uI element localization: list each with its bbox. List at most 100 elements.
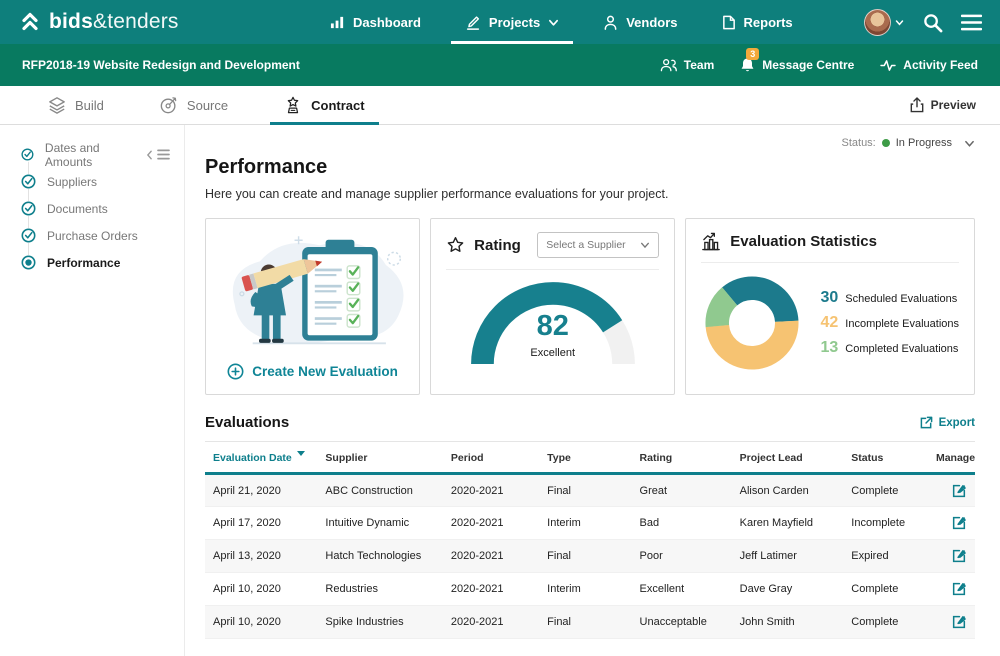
page-title: Performance xyxy=(205,156,328,178)
table-row: April 10, 2020 Spike Industries 2020-2021 F… xyxy=(205,605,975,639)
project-subnav: RFP2018-19 Website Redesign and Developm… xyxy=(0,44,1000,86)
radio-active-icon xyxy=(21,255,36,270)
pulse-icon xyxy=(880,59,897,71)
supplier-select-value: Select a Supplier xyxy=(546,239,626,251)
nav-label: Reports xyxy=(743,14,793,30)
column-header-period[interactable]: Period xyxy=(450,451,484,464)
cell-type: Final xyxy=(547,550,571,562)
column-header-supplier[interactable]: Supplier xyxy=(325,451,368,464)
brand-logo[interactable]: bids&tenders xyxy=(18,10,179,34)
check-circle-icon xyxy=(21,174,36,189)
column-header-rating[interactable]: Rating xyxy=(639,451,673,464)
cell-date: April 17, 2020 xyxy=(213,517,281,529)
contract-sidebar: Dates and Amounts Suppliers xyxy=(0,125,185,656)
cell-status: Complete xyxy=(851,616,899,628)
manage-edit-button[interactable] xyxy=(951,581,967,597)
manage-edit-button[interactable] xyxy=(951,483,967,499)
sidebar-item-performance[interactable]: Performance xyxy=(21,255,184,270)
tab-label: Build xyxy=(75,97,104,113)
manage-edit-button[interactable] xyxy=(951,515,967,531)
page-description: Here you can create and manage supplier … xyxy=(205,187,669,201)
cell-period: 2020-2021 xyxy=(450,484,504,497)
activity-feed-link[interactable]: Activity Feed xyxy=(880,57,978,73)
create-evaluation-action[interactable]: Create New Evaluation xyxy=(227,363,398,380)
cell-type: Interim xyxy=(547,583,581,595)
brand-name: bids&tenders xyxy=(49,10,179,33)
cell-period: 2020-2021 xyxy=(450,517,504,529)
column-header-type[interactable]: Type xyxy=(547,451,571,464)
hamburger-menu-icon[interactable] xyxy=(961,14,982,31)
subnav-label: Activity Feed xyxy=(903,58,978,72)
cell-lead: John Smith xyxy=(739,616,795,628)
cell-manage xyxy=(928,474,975,507)
incomplete-count: 42 xyxy=(820,314,839,331)
sidebar-item-purchase-orders[interactable]: Purchase Orders xyxy=(21,228,184,243)
sidebar-item-documents[interactable]: Documents xyxy=(21,201,184,216)
notification-badge: 3 xyxy=(746,48,760,60)
edit-icon xyxy=(952,484,966,497)
manage-edit-button[interactable] xyxy=(951,614,967,630)
edit-icon xyxy=(952,549,966,563)
cell-date: April 10, 2020 xyxy=(213,616,281,628)
sidebar-item-dates-and-amounts[interactable]: Dates and Amounts xyxy=(21,141,184,169)
nav-projects[interactable]: Projects xyxy=(450,0,574,44)
column-header-evaluation-date[interactable]: Evaluation Date xyxy=(205,442,317,474)
table-row: April 17, 2020 Intuitive Dynamic 2020-2021… xyxy=(205,507,975,540)
sidebar-collapse-control[interactable] xyxy=(146,149,170,160)
column-header-project-lead[interactable]: Project Lead xyxy=(739,451,803,464)
preview-label: Preview xyxy=(930,98,976,112)
cell-manage xyxy=(928,507,975,540)
project-title: RFP2018-19 Website Redesign and Developm… xyxy=(22,58,300,72)
cell-manage xyxy=(928,540,975,573)
search-icon[interactable] xyxy=(922,12,943,33)
statistics-legend: 30 Scheduled Evaluations 42 Incomplete E… xyxy=(814,289,959,357)
sidebar-item-suppliers[interactable]: Suppliers xyxy=(21,174,184,189)
stats-chart-icon xyxy=(702,232,721,251)
export-button[interactable]: Export xyxy=(920,416,975,429)
column-header-status[interactable]: Status xyxy=(851,451,884,464)
share-upload-icon xyxy=(910,97,924,113)
status-value: In Progress xyxy=(895,137,952,149)
cell-type: Final xyxy=(547,616,571,628)
top-navbar: bids&tenders Dashboard Projects Vendors xyxy=(0,0,1000,44)
cell-rating: Great xyxy=(639,484,668,497)
create-evaluation-card[interactable]: Create New Evaluation xyxy=(205,218,421,395)
tab-build[interactable]: Build xyxy=(34,86,118,124)
cell-lead: Karen Mayfield xyxy=(739,517,814,529)
cell-lead: Dave Gray xyxy=(739,583,793,595)
supplier-select[interactable]: Select a Supplier xyxy=(537,232,660,258)
chevron-down-icon xyxy=(895,19,904,26)
tab-label: Contract xyxy=(311,97,365,113)
legend-item-completed: 13 Completed Evaluations xyxy=(814,339,959,357)
subnav-label: Message Centre xyxy=(762,58,855,72)
status-dot-icon xyxy=(881,139,890,147)
evaluations-section: Evaluations Export Evaluation Date Suppli… xyxy=(205,414,975,639)
donut-segment-1 xyxy=(705,276,799,370)
subnav-label: Team xyxy=(683,58,715,72)
preview-button[interactable]: Preview xyxy=(910,86,976,124)
nav-reports[interactable]: Reports xyxy=(722,0,793,44)
star-icon xyxy=(447,236,464,252)
column-header-manage[interactable]: Manage xyxy=(935,451,976,464)
user-menu[interactable] xyxy=(864,8,904,36)
status-dropdown[interactable]: Status: In Progress xyxy=(205,133,975,153)
nav-vendors[interactable]: Vendors xyxy=(603,0,678,44)
table-row: April 10, 2020 Redustries 2020-2021 Interim… xyxy=(205,573,975,606)
message-centre-link[interactable]: 3 Message Centre xyxy=(740,48,855,73)
cards-row: Create New Evaluation Rating Select a Su… xyxy=(205,218,976,395)
tab-source[interactable]: Source xyxy=(146,86,242,124)
main-panel: Status: In Progress Performance Here you… xyxy=(185,125,1000,656)
evaluation-illustration xyxy=(232,236,404,345)
award-icon xyxy=(287,96,299,114)
nav-dashboard[interactable]: Dashboard xyxy=(330,0,421,44)
tab-contract[interactable]: Contract xyxy=(270,86,380,125)
chevron-left-icon xyxy=(146,150,152,159)
manage-edit-button[interactable] xyxy=(951,548,967,564)
scheduled-count: 30 xyxy=(820,289,839,306)
cell-lead: Alison Carden xyxy=(739,484,809,497)
cell-period: 2020-2021 xyxy=(450,550,504,562)
cell-period: 2020-2021 xyxy=(450,616,504,628)
cell-supplier: ABC Construction xyxy=(325,484,413,497)
team-link[interactable]: Team xyxy=(660,57,714,73)
check-circle-icon xyxy=(21,147,34,162)
